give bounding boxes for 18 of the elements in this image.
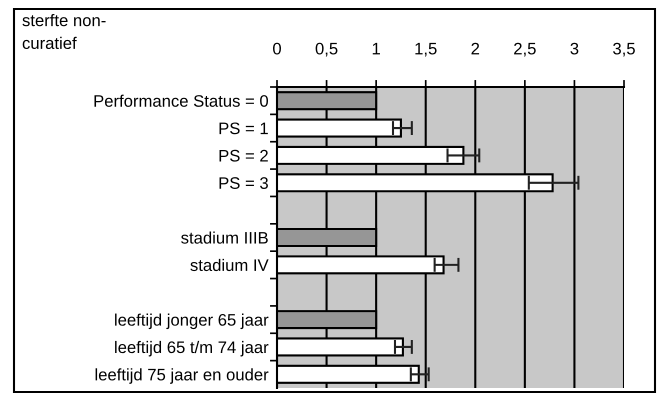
text: sterfte non- curatief (22, 14, 106, 50)
y-tick-label: Performance Status = 0 (94, 94, 268, 107)
x-tick-label: 2 (471, 42, 480, 54)
x-tick-label: 1,5 (415, 42, 437, 57)
y-tick-label: stadium IIIB (181, 231, 268, 244)
x-tick-label: 0 (273, 42, 281, 55)
x-tick-label: 2,5 (514, 42, 536, 57)
x-tick-label: 3 (570, 42, 578, 55)
x-tick-label: 1 (372, 42, 380, 54)
y-tick-label: PS = 3 (220, 177, 268, 189)
y-tick-label: leeftijd 65 t/m 74 jaar (115, 340, 268, 356)
x-tick-label: 3,5 (613, 42, 635, 57)
y-tick-label: stadium IV (190, 258, 269, 272)
y-tick-label: PS = 1 (220, 122, 268, 134)
y-tick-label: leeftijd jonger 65 jaar (115, 314, 268, 330)
y-tick-label: leeftijd 75 jaar en ouder (96, 368, 268, 384)
y-tick-label: PS = 2 (220, 150, 268, 162)
x-tick-label: 0,5 (316, 42, 338, 57)
